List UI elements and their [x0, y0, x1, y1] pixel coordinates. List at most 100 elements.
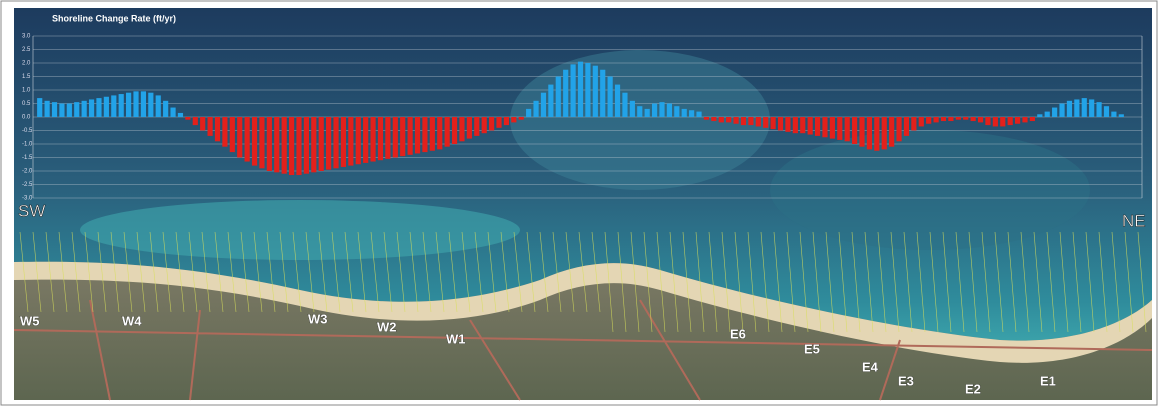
bar	[955, 117, 961, 120]
bar	[629, 100, 635, 117]
transect	[97, 231, 107, 313]
bar	[88, 99, 95, 117]
bar	[563, 69, 569, 117]
bar	[466, 117, 472, 139]
transect	[968, 231, 978, 333]
transect	[45, 231, 55, 313]
y-tick-label: 2.0	[22, 61, 31, 67]
bar	[51, 102, 58, 117]
transect	[305, 231, 315, 313]
bar	[155, 95, 161, 117]
bar	[118, 94, 124, 117]
transect	[344, 231, 354, 313]
bar	[74, 102, 80, 117]
bar	[948, 117, 954, 122]
bar	[681, 108, 687, 117]
transect	[1137, 231, 1147, 333]
bar	[489, 117, 495, 131]
bar	[429, 117, 435, 151]
bar	[103, 96, 109, 117]
bar	[881, 117, 887, 150]
direction-label: SW	[18, 201, 45, 220]
direction-label: NE	[1122, 211, 1146, 230]
y-tick-label: 3.0	[22, 34, 31, 40]
transect	[1020, 231, 1030, 333]
bar	[44, 100, 50, 117]
bar	[614, 84, 621, 117]
transect	[240, 231, 250, 313]
transect	[825, 231, 835, 333]
bar	[985, 117, 991, 126]
bar	[459, 117, 465, 142]
y-tick-label: 2.5	[22, 47, 31, 53]
bar	[526, 108, 532, 117]
bar	[1103, 106, 1110, 117]
station-label: E1	[1040, 373, 1056, 388]
transect	[253, 231, 263, 313]
y-tick-label: 1.0	[22, 88, 31, 94]
bar	[326, 117, 332, 170]
bar	[37, 98, 43, 117]
bar	[414, 117, 421, 154]
reef	[80, 200, 520, 260]
bar	[1037, 114, 1043, 117]
transect	[591, 231, 601, 313]
station-label: E3	[898, 373, 914, 388]
station-label: W1	[446, 331, 466, 346]
bar	[377, 117, 384, 161]
bar	[777, 117, 784, 131]
bar	[1029, 117, 1035, 122]
bar	[807, 117, 813, 135]
transect	[214, 231, 224, 313]
bar	[963, 117, 969, 120]
transect	[1033, 231, 1043, 333]
bar	[1074, 99, 1080, 117]
transect	[747, 231, 757, 333]
transect	[487, 231, 497, 313]
bar	[281, 117, 287, 174]
bar	[503, 117, 510, 126]
station-label: E6	[730, 326, 746, 341]
bar	[311, 117, 317, 173]
transect	[435, 231, 445, 313]
bar	[496, 117, 502, 128]
bar	[266, 117, 272, 171]
bar	[1059, 103, 1065, 117]
transect	[890, 231, 900, 333]
bar	[111, 95, 117, 117]
transect	[175, 231, 185, 313]
transect	[851, 231, 861, 333]
bar	[607, 76, 613, 117]
bar	[992, 117, 998, 127]
transect	[578, 231, 588, 313]
bar	[511, 117, 517, 123]
transect	[799, 231, 809, 333]
bar	[585, 63, 591, 117]
bar	[896, 117, 902, 142]
transect	[188, 231, 198, 313]
bar	[444, 117, 450, 147]
transect	[656, 231, 666, 333]
bar	[711, 117, 717, 122]
bar	[533, 100, 539, 117]
station-label: W2	[377, 319, 397, 334]
transect	[513, 231, 523, 313]
bar	[703, 117, 710, 120]
bar	[926, 117, 932, 124]
transect	[994, 231, 1004, 333]
bar	[296, 117, 302, 176]
transect	[942, 231, 952, 333]
bar	[66, 103, 72, 117]
bar	[229, 117, 235, 153]
transect	[1098, 231, 1108, 333]
bar	[829, 117, 835, 139]
transect	[721, 231, 731, 333]
bar	[303, 117, 309, 174]
transect	[227, 231, 237, 313]
bar	[259, 117, 265, 169]
roads	[13, 299, 1153, 401]
bar	[207, 117, 213, 136]
station-label: E4	[862, 359, 879, 374]
transect	[604, 231, 614, 333]
bar	[385, 117, 391, 159]
